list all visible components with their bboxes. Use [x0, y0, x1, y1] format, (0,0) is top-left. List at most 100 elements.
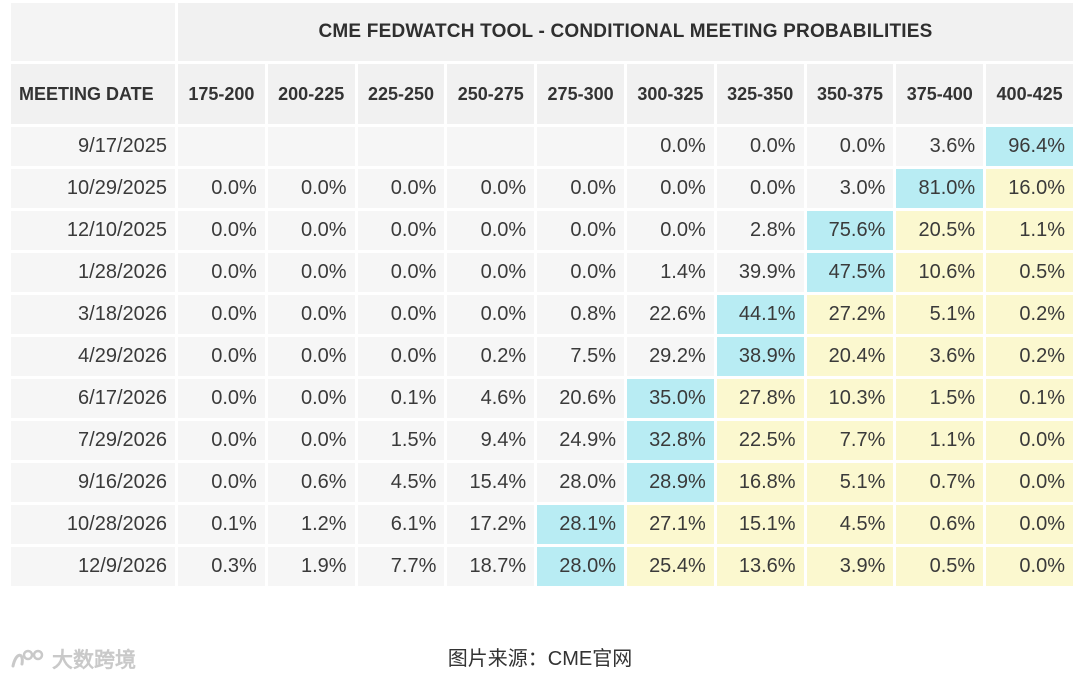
probability-cell: 4.5% [357, 463, 445, 502]
table-row: 6/17/2026 0.0% 0.0% 0.1% 4.6% 20.6% 35.0% 27.8%… [11, 379, 1073, 418]
probability-cell: 0.0% [357, 253, 445, 292]
probability-cell: 17.2% [447, 505, 535, 544]
probability-cell: 22.5% [716, 421, 804, 460]
probability-cell: 4.5% [806, 505, 894, 544]
meeting-date-cell: 9/17/2025 [11, 127, 175, 166]
image-source-credit: 图片来源：CME官网 [447, 648, 633, 670]
probability-cell: 28.9% [626, 463, 714, 502]
probability-cell: 0.0% [357, 211, 445, 250]
probability-cell: 0.0% [716, 169, 804, 208]
probability-table-container: CME FEDWATCH TOOL - CONDITIONAL MEETING … [8, 0, 1076, 589]
probability-cell: 10.6% [896, 253, 984, 292]
table-row: 3/18/2026 0.0% 0.0% 0.0% 0.0% 0.8% 22.6% 44.1% 2… [11, 295, 1073, 334]
column-header: 175-200 [178, 64, 265, 124]
probability-cell: 5.1% [896, 295, 984, 334]
probability-cell: 0.0% [357, 337, 445, 376]
column-header: 400-425 [986, 64, 1073, 124]
empty-cell [267, 127, 355, 166]
probability-cell: 0.0% [626, 127, 714, 166]
probability-cell: 15.4% [447, 463, 535, 502]
probability-cell: 0.3% [178, 547, 265, 586]
probability-cell: 0.0% [178, 463, 265, 502]
probability-cell: 27.8% [716, 379, 804, 418]
probability-cell: 0.0% [986, 421, 1073, 460]
probability-cell: 3.0% [806, 169, 894, 208]
watermark: 大数跨境 [10, 644, 136, 674]
probability-cell: 0.0% [447, 169, 535, 208]
probability-cell: 6.1% [357, 505, 445, 544]
probability-cell: 0.0% [267, 253, 355, 292]
probability-table: CME FEDWATCH TOOL - CONDITIONAL MEETING … [8, 0, 1076, 589]
probability-cell: 0.0% [267, 421, 355, 460]
probability-cell: 24.9% [537, 421, 624, 460]
table-row: 12/9/2026 0.3% 1.9% 7.7% 18.7% 28.0% 25.4% 13.6… [11, 547, 1073, 586]
table-row: 10/28/2026 0.1% 1.2% 6.1% 17.2% 28.1% 27.1% 15.… [11, 505, 1073, 544]
meeting-date-cell: 6/17/2026 [11, 379, 175, 418]
probability-cell: 0.0% [357, 295, 445, 334]
probability-cell: 44.1% [716, 295, 804, 334]
probability-cell: 0.0% [178, 421, 265, 460]
meeting-date-cell: 12/10/2025 [11, 211, 175, 250]
probability-cell: 4.6% [447, 379, 535, 418]
meeting-date-cell: 1/28/2026 [11, 253, 175, 292]
probability-cell: 18.7% [447, 547, 535, 586]
column-header: 375-400 [896, 64, 984, 124]
probability-cell: 28.1% [537, 505, 624, 544]
probability-cell: 0.8% [537, 295, 624, 334]
probability-cell: 5.1% [806, 463, 894, 502]
probability-cell: 0.0% [447, 295, 535, 334]
table-row: 9/16/2026 0.0% 0.6% 4.5% 15.4% 28.0% 28.9% 16.8… [11, 463, 1073, 502]
empty-cell [357, 127, 445, 166]
probability-cell: 22.6% [626, 295, 714, 334]
probability-cell: 0.0% [447, 253, 535, 292]
probability-cell: 9.4% [447, 421, 535, 460]
probability-cell: 0.1% [357, 379, 445, 418]
probability-cell: 29.2% [626, 337, 714, 376]
probability-cell: 1.9% [267, 547, 355, 586]
probability-cell: 0.2% [447, 337, 535, 376]
probability-cell: 7.5% [537, 337, 624, 376]
probability-cell: 1.4% [626, 253, 714, 292]
probability-cell: 75.6% [806, 211, 894, 250]
column-header: 200-225 [267, 64, 355, 124]
empty-cell [447, 127, 535, 166]
meeting-date-cell: 4/29/2026 [11, 337, 175, 376]
table-row: 1/28/2026 0.0% 0.0% 0.0% 0.0% 0.0% 1.4% 39.9% 47… [11, 253, 1073, 292]
probability-cell: 27.2% [806, 295, 894, 334]
probability-cell: 0.5% [896, 547, 984, 586]
probability-cell: 0.0% [447, 211, 535, 250]
probability-cell: 20.5% [896, 211, 984, 250]
meeting-date-cell: 9/16/2026 [11, 463, 175, 502]
column-header: 250-275 [447, 64, 535, 124]
probability-cell: 0.5% [986, 253, 1073, 292]
probability-cell: 0.0% [267, 211, 355, 250]
probability-cell: 47.5% [806, 253, 894, 292]
column-header: 325-350 [716, 64, 804, 124]
meeting-date-cell: 12/9/2026 [11, 547, 175, 586]
header-row: MEETING DATE 175-200 200-225 225-250 250-27… [11, 64, 1073, 124]
table-row: 10/29/2025 0.0% 0.0% 0.0% 0.0% 0.0% 0.0% 0.0% 3.… [11, 169, 1073, 208]
probability-cell: 3.6% [896, 337, 984, 376]
probability-cell: 16.0% [986, 169, 1073, 208]
meeting-date-cell: 10/28/2026 [11, 505, 175, 544]
column-header: 275-300 [537, 64, 624, 124]
probability-cell: 10.3% [806, 379, 894, 418]
probability-cell: 16.8% [716, 463, 804, 502]
meeting-date-header: MEETING DATE [11, 64, 175, 124]
probability-cell: 1.1% [986, 211, 1073, 250]
table-row: 7/29/2026 0.0% 0.0% 1.5% 9.4% 24.9% 32.8% 22.5%… [11, 421, 1073, 460]
probability-cell: 1.2% [267, 505, 355, 544]
title-row: CME FEDWATCH TOOL - CONDITIONAL MEETING … [11, 3, 1073, 61]
probability-cell: 0.0% [626, 211, 714, 250]
probability-cell: 1.5% [896, 379, 984, 418]
probability-cell: 20.6% [537, 379, 624, 418]
probability-cell: 0.0% [178, 337, 265, 376]
probability-cell: 32.8% [626, 421, 714, 460]
meeting-date-cell: 10/29/2025 [11, 169, 175, 208]
column-header: 225-250 [357, 64, 445, 124]
probability-cell: 0.0% [178, 295, 265, 334]
probability-cell: 7.7% [806, 421, 894, 460]
meeting-date-cell: 3/18/2026 [11, 295, 175, 334]
probability-cell: 0.1% [986, 379, 1073, 418]
probability-cell: 3.6% [896, 127, 984, 166]
